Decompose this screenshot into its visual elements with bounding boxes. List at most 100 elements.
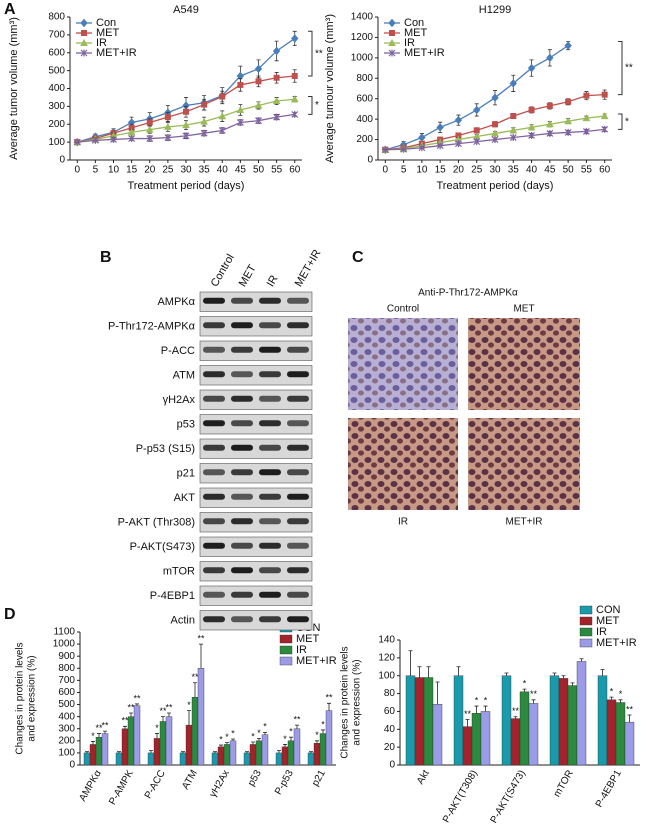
significance: * bbox=[283, 734, 287, 744]
legend-label: MET bbox=[404, 27, 428, 39]
bracket bbox=[308, 30, 313, 77]
error-bar bbox=[579, 658, 584, 662]
blot-band bbox=[259, 322, 281, 329]
marker bbox=[388, 49, 396, 57]
bar bbox=[243, 752, 251, 766]
blot-band bbox=[259, 297, 281, 304]
blot-strip bbox=[199, 536, 313, 557]
blot-band bbox=[231, 518, 253, 525]
y-axis-label: Changes in protein levels bbox=[340, 646, 351, 758]
bar bbox=[319, 733, 327, 766]
marker bbox=[565, 98, 572, 105]
x-tick-label: 10 bbox=[416, 165, 428, 176]
significance: ** bbox=[512, 706, 520, 716]
marker bbox=[582, 114, 591, 122]
blot-row-label: p53 bbox=[177, 419, 195, 431]
blot-row-label: P-p53 (S15) bbox=[136, 443, 195, 455]
bar bbox=[567, 685, 578, 766]
bar bbox=[159, 721, 167, 766]
blot-band bbox=[287, 371, 309, 378]
blot-band bbox=[259, 567, 281, 574]
significance: * bbox=[523, 678, 527, 688]
significance: ** bbox=[95, 723, 103, 733]
marker bbox=[182, 132, 190, 140]
blot-band bbox=[203, 469, 225, 476]
legend-label: MET+IR bbox=[596, 637, 637, 649]
marker bbox=[273, 113, 281, 121]
x-tick-label: 5 bbox=[93, 165, 99, 176]
blot-band bbox=[287, 567, 309, 574]
y-tick-label: 200 bbox=[58, 735, 75, 746]
significance: * bbox=[315, 730, 319, 740]
marker bbox=[546, 129, 554, 137]
significance: ** bbox=[101, 721, 109, 731]
marker bbox=[492, 121, 498, 128]
legend-label: Con bbox=[404, 17, 424, 29]
x-tick-label: 50 bbox=[563, 165, 575, 176]
legend-label: IR bbox=[96, 37, 107, 49]
x-tick-label: 25 bbox=[471, 165, 483, 176]
blot-row-label: P-AKT (Thr308) bbox=[118, 517, 195, 529]
blot-band bbox=[231, 395, 253, 402]
bar bbox=[453, 675, 464, 766]
blot-band bbox=[203, 518, 225, 525]
marker bbox=[218, 127, 226, 135]
blot-band bbox=[259, 542, 281, 549]
marker bbox=[291, 110, 299, 118]
significance: ** bbox=[191, 672, 199, 682]
marker bbox=[388, 18, 396, 28]
marker bbox=[473, 105, 481, 115]
marker bbox=[436, 123, 444, 132]
x-tick-label: 30 bbox=[489, 165, 501, 176]
blot-band bbox=[203, 322, 225, 329]
blot-band bbox=[231, 542, 253, 549]
blot-row-label: AMPKα bbox=[157, 296, 195, 308]
blot-band bbox=[231, 591, 253, 598]
error-bar bbox=[456, 666, 461, 676]
bar bbox=[191, 697, 199, 766]
blot-band bbox=[203, 395, 225, 402]
blot-column-label: MET bbox=[237, 263, 259, 289]
marker bbox=[146, 119, 153, 126]
panel-label: A bbox=[4, 1, 16, 18]
marker bbox=[164, 122, 172, 130]
ihc-label: IR bbox=[398, 517, 408, 528]
error-bar bbox=[155, 733, 159, 739]
legend-swatch bbox=[279, 656, 293, 666]
error-bar bbox=[552, 672, 557, 676]
marker bbox=[255, 78, 262, 85]
blot-band bbox=[203, 346, 225, 353]
bar bbox=[153, 738, 161, 766]
blot-band bbox=[259, 518, 281, 525]
bar bbox=[615, 702, 626, 766]
x-tick-label: 40 bbox=[526, 165, 538, 176]
marker bbox=[527, 123, 536, 131]
marker bbox=[491, 129, 499, 137]
error-bar bbox=[483, 705, 488, 712]
y-axis-label: Average tumour volume (mm³) bbox=[324, 14, 336, 163]
y-tick-label: 400 bbox=[58, 711, 75, 722]
error-bar bbox=[257, 738, 261, 741]
y-tick-label: 500 bbox=[48, 65, 65, 76]
error-bar bbox=[97, 733, 101, 738]
legend-label: MET+IR bbox=[404, 47, 445, 59]
legend-swatch bbox=[579, 605, 593, 615]
y-tick-label: 140 bbox=[378, 635, 395, 646]
blot-band bbox=[259, 444, 281, 451]
marker bbox=[418, 144, 426, 152]
error-bar bbox=[327, 702, 331, 711]
marker bbox=[527, 63, 536, 73]
marker bbox=[201, 101, 208, 108]
y-tick-label: 200 bbox=[356, 134, 373, 145]
y-tick-label: 0 bbox=[367, 155, 373, 166]
error-bar bbox=[181, 751, 185, 753]
blot-band bbox=[287, 420, 309, 427]
bar bbox=[287, 740, 295, 766]
significance: * bbox=[155, 723, 159, 733]
y-tick-label: 1100 bbox=[53, 627, 75, 638]
x-tick-label: 20 bbox=[453, 165, 465, 176]
ihc-image bbox=[468, 318, 580, 410]
blot-row-label: P-ACC bbox=[161, 345, 195, 357]
significance: * bbox=[484, 695, 488, 705]
x-tick-label: 50 bbox=[253, 165, 265, 176]
